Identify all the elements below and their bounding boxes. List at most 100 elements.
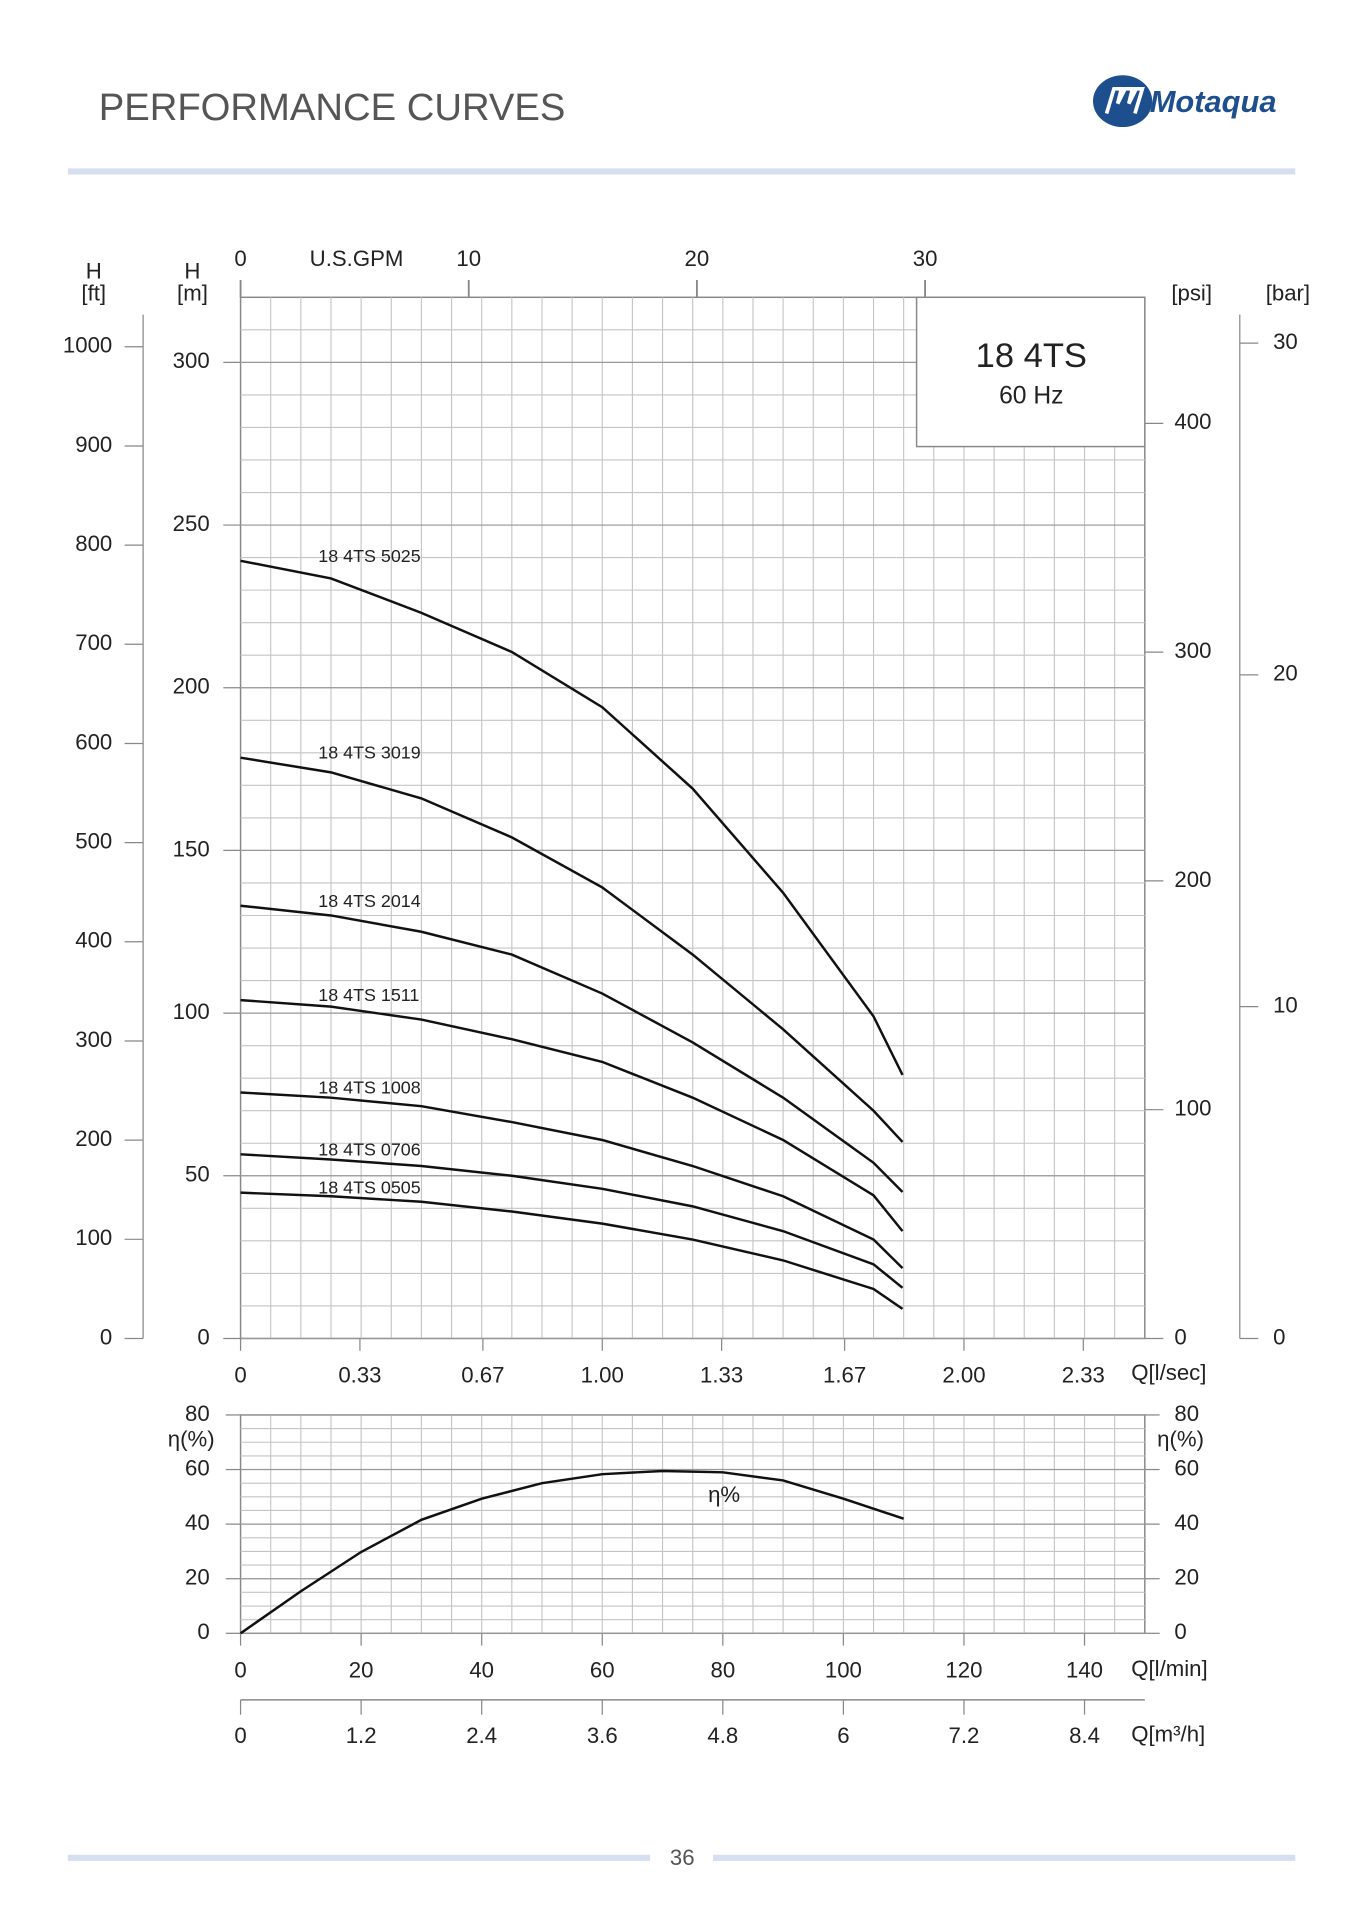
y-axis-unit: [m] [177,281,208,306]
x-tick-label: 2.33 [1062,1363,1105,1388]
y4-tick-label: 30 [1273,329,1298,354]
y2-tick-label: 800 [75,531,112,556]
x-axis-title: Q[l/min] [1131,1656,1207,1681]
y2-tick-label: 900 [75,432,112,457]
y2-tick-label: 700 [75,630,112,655]
y-tick-label-right: 20 [1174,1565,1199,1590]
y-axis-title-right: η(%) [1157,1427,1204,1452]
x2-tick-label: 0 [234,246,246,271]
y-tick-label-right: 60 [1174,1455,1199,1480]
x2-tick-label: 7.2 [949,1723,980,1748]
y2-tick-label: 400 [75,928,112,953]
x2-tick-label: 1.2 [346,1723,377,1748]
y2-tick-label: 0 [100,1324,112,1349]
y4-tick-label: 20 [1273,661,1298,686]
efficiency-curve [239,1469,905,1635]
y-tick-label: 150 [173,836,210,861]
page-title: PERFORMANCE CURVES [99,86,566,129]
y3-tick-label: 200 [1174,867,1211,892]
x2-tick-label: 0 [234,1723,246,1748]
x-tick-label: 1.00 [581,1363,624,1388]
x2-tick-label: 8.4 [1069,1723,1100,1748]
y-tick-label: 200 [173,674,210,699]
y4-tick-label: 0 [1273,1324,1285,1349]
y4-axis-title: [bar] [1266,281,1310,306]
x2-tick-label: 20 [685,246,710,271]
y-tick-label: 0 [197,1324,209,1349]
chart-subtitle: 60 Hz [999,383,1063,410]
head-curve [240,1091,904,1270]
logo-mark [1092,75,1153,128]
page-number: 36 [670,1845,695,1870]
x-tick-label: 20 [349,1657,374,1682]
y-tick-label: 0 [197,1619,209,1644]
head-curve [240,756,904,1143]
y-tick-label: 60 [185,1455,210,1480]
x2-tick-label: 30 [913,246,938,271]
x-tick-label: 1.33 [700,1363,743,1388]
y3-tick-label: 100 [1174,1096,1211,1121]
y3-tick-label: 300 [1174,638,1211,663]
head-curve [240,904,904,1193]
x-tick-label: 0.33 [338,1363,381,1388]
y-tick-label: 300 [173,348,210,373]
x-tick-label: 2.00 [942,1363,985,1388]
y3-axis-title: [psi] [1171,281,1212,306]
x-tick-label: 80 [710,1657,735,1682]
x-tick-label: 40 [469,1657,494,1682]
curve-label: 18 4TS 1008 [318,1078,420,1098]
y2-tick-label: 200 [75,1126,112,1151]
x2-tick-label: 10 [456,246,481,271]
x-tick-label: 100 [825,1657,862,1682]
x-tick-label: 120 [945,1657,982,1682]
y-tick-label: 250 [173,511,210,536]
y-tick-label-right: 0 [1174,1619,1186,1644]
y-tick-label: 100 [173,999,210,1024]
curve-label: η% [708,1482,740,1507]
y-tick-label: 80 [185,1401,210,1426]
y2-tick-label: 500 [75,828,112,853]
y-tick-label-right: 80 [1174,1401,1199,1426]
y-tick-label-right: 40 [1174,1510,1199,1535]
y2-tick-label: 600 [75,729,112,754]
head-curve [240,559,904,1076]
x-tick-label: 0 [234,1657,246,1682]
y2-tick-label: 300 [75,1027,112,1052]
logo-icon [1104,86,1145,115]
x-tick-label: 1.67 [823,1363,866,1388]
y-axis-title: η(%) [168,1427,215,1452]
plots: 0501001502002503000100200300400500600700… [63,246,1310,1748]
x2-axis-title: U.S.GPM [310,246,404,271]
y-axis-symbol: H [184,258,200,283]
x-tick-label: 140 [1066,1657,1103,1682]
x-tick-label: 60 [590,1657,615,1682]
y3-tick-label: 400 [1174,409,1211,434]
y-tick-label: 50 [185,1162,210,1187]
y2-tick-label: 1000 [63,333,112,358]
x2-tick-label: 6 [837,1723,849,1748]
curve-label: 18 4TS 0505 [318,1178,420,1198]
logo-text: Motaqua [1150,84,1277,119]
y3-tick-label: 0 [1174,1324,1186,1349]
y2-axis-unit: [ft] [81,281,106,306]
y2-tick-label: 100 [75,1225,112,1250]
y-tick-label: 40 [185,1510,210,1535]
x2-tick-label: 2.4 [466,1723,497,1748]
curve-label: 18 4TS 2014 [318,891,420,911]
curve-label: 18 4TS 0706 [318,1139,420,1159]
head-curve [240,998,904,1232]
y2-axis-symbol: H [86,258,102,283]
x-tick-label: 0 [234,1363,246,1388]
x2-tick-label: 4.8 [707,1723,738,1748]
y-tick-label: 20 [185,1565,210,1590]
x2-axis-title: Q[m³/h] [1131,1722,1205,1747]
curve-label: 18 4TS 5025 [318,546,420,566]
chart-title: 18 4TS [976,337,1087,375]
curve-label: 18 4TS 3019 [318,743,420,763]
head-curve [240,1153,904,1289]
x2-tick-label: 3.6 [587,1723,618,1748]
title-box [915,296,1146,448]
curve-label: 18 4TS 1511 [318,985,419,1005]
